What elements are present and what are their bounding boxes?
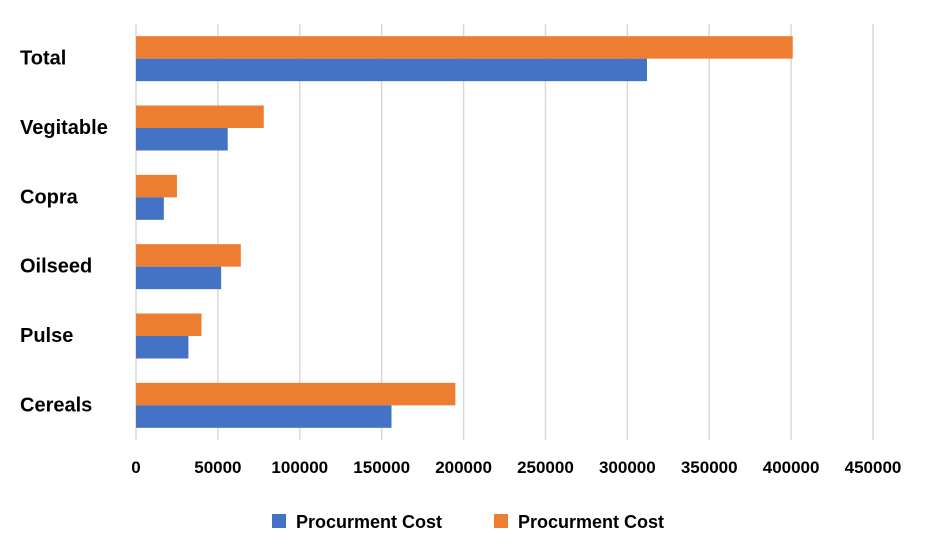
bar-series-2-copra	[136, 174, 177, 198]
bar-series-1-copra	[136, 197, 164, 220]
x-tick-label: 50000	[194, 458, 241, 477]
x-tick-label: 300000	[599, 458, 656, 477]
category-labels: Cereals Pulse Oilseed Copra Vegitable Total	[20, 48, 108, 417]
bar-series-1-vegitable	[136, 128, 228, 151]
x-tick-label: 250000	[517, 458, 574, 477]
x-tick-label: 100000	[271, 458, 328, 477]
category-label: Oilseed	[20, 256, 92, 278]
gridlines	[135, 24, 874, 440]
legend-swatch	[494, 514, 508, 528]
category-label: Pulse	[20, 325, 73, 347]
bar-series-1-pulse	[136, 336, 189, 359]
category-label: Total	[20, 48, 66, 70]
bar-series-1-total	[136, 58, 647, 82]
bar-series-2-total	[136, 36, 793, 59]
x-tick-label: 350000	[681, 458, 738, 477]
bar-series-2-vegitable	[136, 105, 264, 128]
legend: Procurment Cost Procurment Cost	[272, 512, 664, 532]
x-tick-label: 0	[131, 458, 140, 477]
x-tick-label: 150000	[353, 458, 410, 477]
bar-series-2-oilseed	[136, 244, 241, 267]
x-tick-label: 450000	[845, 458, 902, 477]
bars	[136, 36, 793, 428]
x-tick-label: 400000	[763, 458, 820, 477]
category-label: Copra	[20, 186, 79, 208]
bar-series-2-cereals	[136, 382, 456, 406]
legend-label: Procurment Cost	[296, 512, 442, 532]
category-label: Vegitable	[20, 117, 108, 139]
x-tick-labels: 0 50000 100000 150000 200000 250000 300000 3500…	[131, 458, 901, 477]
bar-series-2-pulse	[136, 313, 202, 336]
bar-series-1-cereals	[136, 405, 392, 428]
bar-series-1-oilseed	[136, 266, 222, 290]
x-tick-label: 200000	[435, 458, 492, 477]
legend-swatch	[272, 514, 286, 528]
legend-label: Procurment Cost	[518, 512, 664, 532]
category-label: Cereals	[20, 394, 92, 416]
